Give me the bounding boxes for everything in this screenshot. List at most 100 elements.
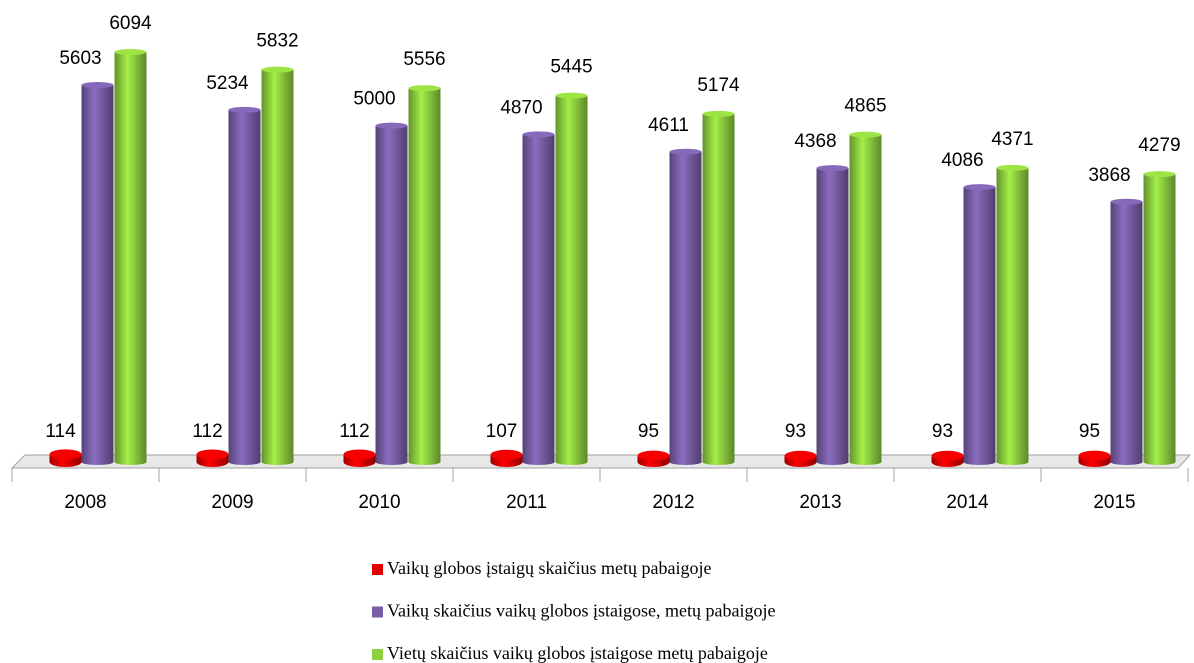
bar-bottom [114, 459, 147, 465]
x-tick-label: 2008 [64, 492, 106, 513]
bar-top [1143, 171, 1176, 178]
bar-top [963, 184, 996, 191]
bar [702, 113, 735, 463]
bar-top [996, 164, 1029, 171]
data-label: 5445 [550, 57, 592, 78]
bar-bottom [261, 459, 294, 465]
legend-swatch [372, 564, 383, 575]
data-label: 4086 [941, 150, 983, 171]
floor [10, 454, 1192, 469]
bar-bottom [996, 459, 1029, 465]
bar [1143, 174, 1176, 462]
bar-top [375, 122, 408, 129]
x-tick-label: 2009 [211, 492, 253, 513]
bar-top [196, 449, 229, 460]
bar-bottom [849, 459, 882, 465]
legend-label: Vaikų globos įstaigų skaičius metų pabai… [387, 558, 711, 578]
data-label: 5000 [353, 89, 395, 110]
bar-bottom [816, 459, 849, 465]
bar-bottom [49, 457, 82, 467]
data-label: 112 [192, 421, 222, 442]
x-tick-label: 2015 [1093, 492, 1135, 513]
bar [261, 69, 294, 463]
bar [81, 85, 114, 463]
data-label: 4865 [844, 96, 886, 117]
bar-bottom [963, 459, 996, 465]
bar-bottom [702, 459, 735, 465]
bar-bottom [228, 459, 261, 465]
bar-top [931, 450, 964, 461]
bar-top [49, 449, 82, 460]
data-label: 5234 [206, 73, 249, 94]
bar-bottom [408, 459, 441, 465]
x-tick-label: 2010 [358, 492, 400, 513]
bar-top [522, 131, 555, 138]
data-label: 4368 [794, 131, 836, 152]
bar-bottom [555, 459, 588, 465]
data-label: 4371 [991, 129, 1033, 150]
bar-top [669, 148, 702, 155]
data-label: 5832 [256, 31, 298, 52]
legend-label: Vietų skaičius vaikų globos įstaigose me… [387, 643, 768, 663]
bar [1110, 201, 1143, 462]
bar [522, 134, 555, 462]
x-tick-label: 2012 [652, 492, 694, 513]
data-label: 5603 [59, 48, 101, 69]
bar-top [343, 449, 376, 460]
data-label: 107 [486, 421, 518, 442]
data-label: 4279 [1138, 135, 1180, 156]
bar-top [261, 66, 294, 73]
bar [555, 95, 588, 463]
bar-top [1078, 450, 1111, 461]
bar [114, 52, 147, 462]
bar-bottom [490, 457, 523, 467]
bar-bottom [375, 459, 408, 465]
legend-label: Vaikų skaičius vaikų globos įstaigose, m… [387, 601, 775, 621]
data-label: 5174 [697, 75, 740, 96]
data-label: 93 [785, 421, 806, 442]
bar [375, 125, 408, 462]
bar-bottom [81, 459, 114, 465]
bar [849, 134, 882, 462]
data-label: 93 [932, 421, 953, 442]
bar-top [555, 92, 588, 99]
bar-top [228, 106, 261, 113]
bar-bottom [669, 459, 702, 465]
bar [963, 187, 996, 463]
data-label: 5556 [403, 49, 445, 70]
data-label: 4870 [500, 97, 542, 118]
bar-bottom [196, 457, 229, 467]
bar [228, 109, 261, 462]
bar-top [849, 131, 882, 138]
legend-swatch [372, 649, 383, 660]
x-tick-label: 2013 [799, 492, 841, 513]
bar [996, 167, 1029, 462]
data-label: 95 [638, 421, 659, 442]
bar-top [408, 85, 441, 92]
bar-bottom [1143, 459, 1176, 465]
data-label: 112 [339, 421, 369, 442]
bar [669, 151, 702, 462]
legend-swatch [372, 606, 383, 618]
bar [816, 168, 849, 462]
bar-top [114, 49, 147, 55]
x-tick-label: 2011 [506, 492, 547, 513]
bar-bottom [343, 457, 376, 467]
bar-bottom [1110, 459, 1143, 465]
bar-top [637, 450, 670, 461]
data-label: 4611 [648, 115, 689, 136]
data-label: 114 [45, 421, 76, 442]
bar [408, 88, 441, 462]
bar-top [816, 165, 849, 172]
data-label: 95 [1079, 421, 1100, 442]
data-label: 3868 [1088, 165, 1130, 186]
bar-top [702, 110, 735, 117]
bar-top [1110, 198, 1143, 205]
bar-top [784, 450, 817, 461]
bar-bottom [522, 459, 555, 465]
data-label: 6094 [109, 13, 152, 34]
bar-top [81, 82, 114, 89]
x-tick-label: 2014 [946, 492, 989, 513]
bar-top [490, 449, 523, 460]
